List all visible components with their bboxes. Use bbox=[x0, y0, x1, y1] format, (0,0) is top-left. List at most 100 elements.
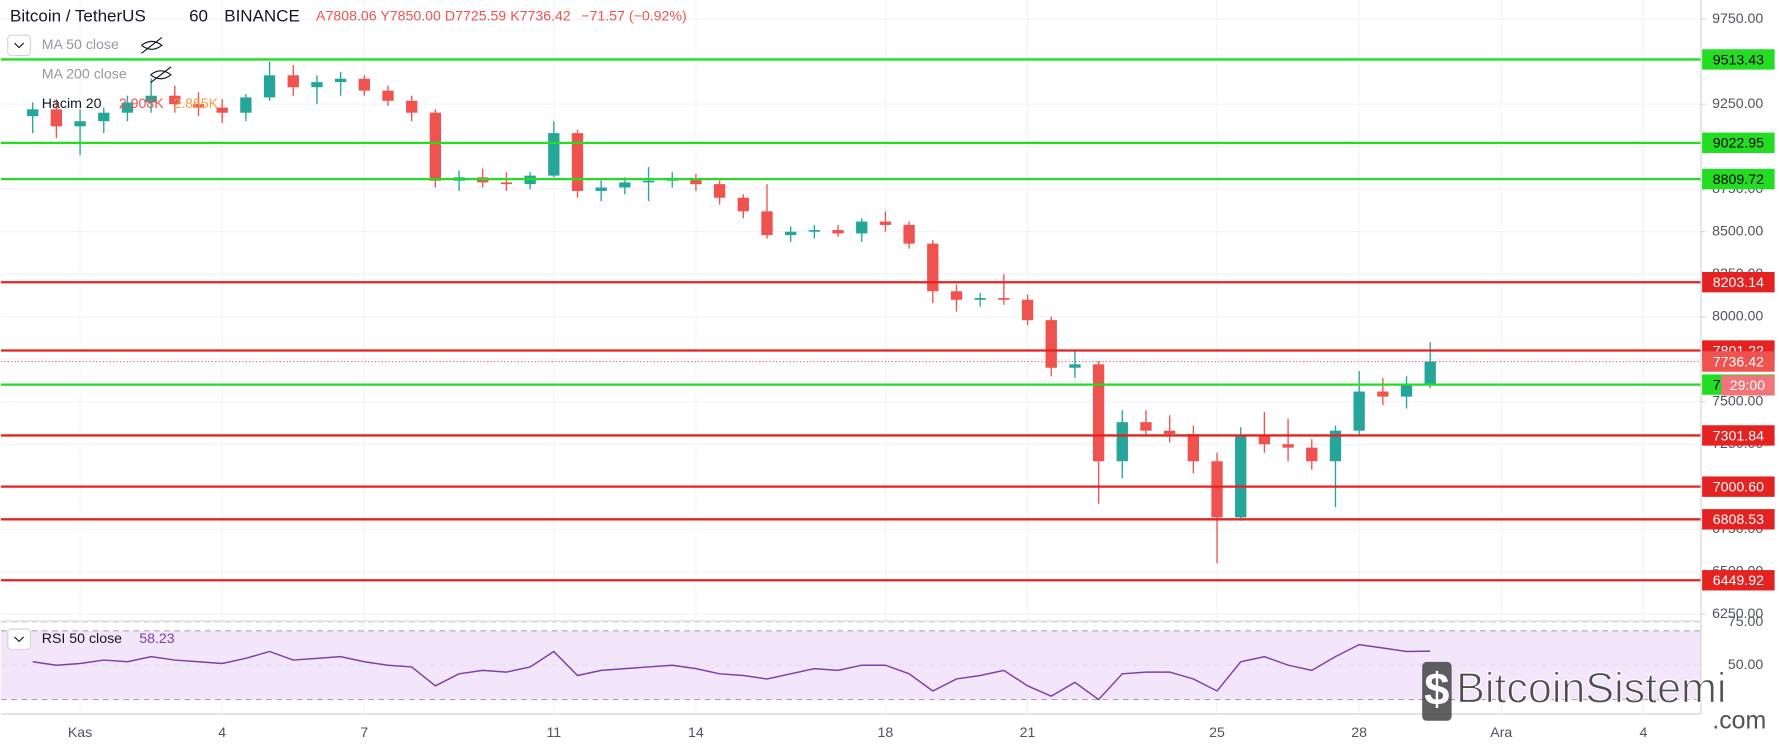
candle-body bbox=[642, 180, 655, 183]
hidden-icon[interactable] bbox=[141, 36, 163, 54]
candle-body bbox=[785, 231, 797, 236]
candle-body bbox=[1306, 447, 1318, 462]
symbol: Bitcoin / TetherUS bbox=[10, 6, 146, 25]
watermark-logo-mark: $ bbox=[1424, 663, 1449, 714]
collapse-button[interactable] bbox=[7, 628, 32, 650]
candle-body bbox=[832, 230, 844, 234]
candle-body bbox=[382, 90, 394, 101]
x-tick-label: 25 bbox=[1209, 725, 1225, 741]
level-tag-label: 9513.43 bbox=[1713, 52, 1764, 68]
candle-body bbox=[334, 78, 347, 83]
last-price-label: 7736.42 bbox=[1713, 354, 1764, 370]
level-tag-label: 6449.92 bbox=[1713, 573, 1764, 589]
candle-body bbox=[287, 75, 299, 88]
candle-body bbox=[358, 78, 370, 91]
candle-body bbox=[1116, 422, 1128, 462]
candle-body bbox=[1163, 430, 1176, 435]
candle-body bbox=[1400, 384, 1413, 397]
level-tag-label: 9022.95 bbox=[1713, 136, 1764, 152]
candle-body bbox=[761, 211, 773, 236]
level-tag bbox=[1702, 272, 1775, 293]
level-tag-label: 7301.84 bbox=[1713, 428, 1764, 444]
countdown-label: 29:00 bbox=[1730, 378, 1766, 394]
x-tick-label: 11 bbox=[546, 725, 561, 741]
x-tick-label: Kas bbox=[68, 725, 92, 741]
countdown-tag bbox=[1721, 375, 1775, 396]
hidden-icon[interactable] bbox=[150, 66, 172, 84]
level-tag bbox=[1702, 509, 1775, 530]
candle-body bbox=[903, 224, 915, 244]
x-tick-label: 18 bbox=[878, 725, 894, 741]
level-tag bbox=[1702, 49, 1775, 70]
volume-label: Hacim 20 bbox=[42, 96, 102, 112]
candle-body bbox=[1045, 320, 1057, 368]
y-tick-label: 7500.00 bbox=[1712, 393, 1763, 409]
candle-body bbox=[1069, 364, 1081, 368]
candle-body bbox=[571, 133, 584, 191]
candle-body bbox=[1140, 422, 1152, 431]
candle-body bbox=[1258, 435, 1271, 445]
candle-body bbox=[1092, 364, 1105, 462]
candle-body bbox=[856, 221, 868, 234]
candle-body bbox=[500, 182, 513, 185]
candle-body bbox=[145, 95, 157, 103]
candle-body bbox=[998, 298, 1010, 300]
candle-body bbox=[406, 100, 418, 113]
candle-body bbox=[595, 187, 607, 191]
candle-body bbox=[927, 243, 939, 292]
y-tick-label: 8500.00 bbox=[1712, 223, 1763, 239]
watermark-name: BitcoinSistemi bbox=[1456, 665, 1726, 713]
x-tick-label: Ara bbox=[1490, 725, 1512, 741]
x-tick-label: 7 bbox=[360, 725, 368, 741]
collapse-button[interactable] bbox=[7, 34, 32, 57]
candle-body bbox=[263, 75, 276, 98]
candle-body bbox=[808, 230, 821, 232]
watermark: $ BitcoinSistemi .com bbox=[1422, 661, 1766, 735]
candle-body bbox=[121, 102, 134, 113]
candle-body bbox=[74, 121, 86, 127]
grid bbox=[0, 0, 1701, 714]
level-tag bbox=[1702, 168, 1775, 190]
rsi-tick-label: 75.00 bbox=[1728, 614, 1764, 630]
y-tick-label: 9750.00 bbox=[1712, 11, 1763, 27]
ohlc: A7808.06 Y7850.00 D7725.59 K7736.42 bbox=[316, 9, 571, 25]
candle-body bbox=[737, 197, 749, 212]
watermark-suffix: .com bbox=[1712, 707, 1766, 735]
level-tag-label: 7000.60 bbox=[1713, 480, 1764, 496]
candle-body bbox=[879, 221, 892, 225]
candle-body bbox=[1329, 430, 1342, 462]
candle-body bbox=[50, 109, 63, 127]
x-tick-label: 4 bbox=[218, 725, 226, 741]
candle-body bbox=[1424, 361, 1436, 385]
price-tags: 9513.439022.958809.728203.147801.227600.… bbox=[1702, 49, 1775, 591]
candle-body bbox=[1187, 434, 1200, 462]
level-tag-label: 6808.53 bbox=[1713, 512, 1764, 528]
candle-body bbox=[98, 112, 110, 122]
volume-ma-value: 2.865K bbox=[173, 96, 218, 112]
rsi-line bbox=[32, 643, 1431, 701]
candle-body bbox=[690, 179, 702, 185]
candle-body bbox=[216, 107, 228, 113]
exchange: BINANCE bbox=[224, 6, 300, 25]
level-tag bbox=[1702, 476, 1775, 497]
level-tag bbox=[1702, 570, 1775, 591]
candle-body bbox=[1211, 461, 1223, 518]
candle-body bbox=[27, 109, 39, 117]
candle-body bbox=[619, 182, 631, 188]
ma200-label: MA 200 close bbox=[42, 67, 127, 83]
candle-body bbox=[1377, 391, 1389, 397]
x-tick-label: 14 bbox=[688, 725, 704, 741]
level-tag bbox=[1702, 132, 1775, 154]
y-tick-label: 6250.00 bbox=[1712, 606, 1763, 622]
candle-body bbox=[548, 133, 560, 176]
candle-body bbox=[311, 82, 323, 88]
y-tick-label: 9250.00 bbox=[1712, 96, 1763, 112]
candle-body bbox=[240, 97, 252, 113]
candle-body bbox=[1353, 391, 1365, 431]
rsi-tick-label: 50.00 bbox=[1728, 657, 1764, 673]
y-tick-label: 8000.00 bbox=[1712, 308, 1763, 324]
x-tick-label: 28 bbox=[1351, 725, 1367, 741]
level-tag-label: 8809.72 bbox=[1713, 172, 1764, 188]
